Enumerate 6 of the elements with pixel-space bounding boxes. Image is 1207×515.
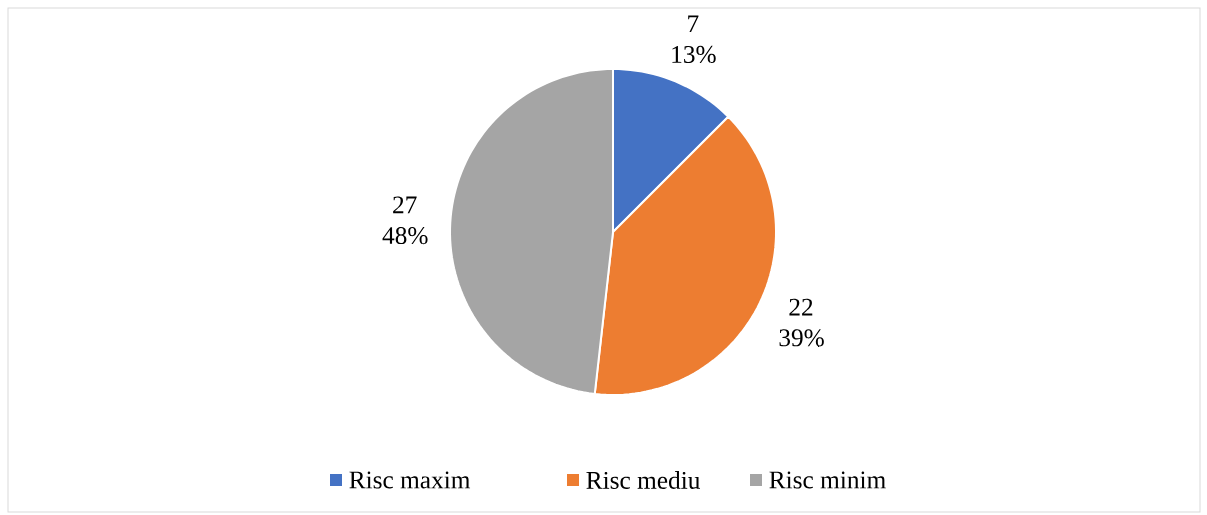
legend-label: Risc maxim [349, 471, 471, 489]
data-label: 27 48% [382, 196, 428, 245]
legend-label: Risc mediu [586, 471, 700, 489]
data-label: 22 39% [779, 298, 824, 347]
legend-label: Risc minim [769, 471, 886, 489]
data-label: 7 13% [672, 15, 716, 64]
